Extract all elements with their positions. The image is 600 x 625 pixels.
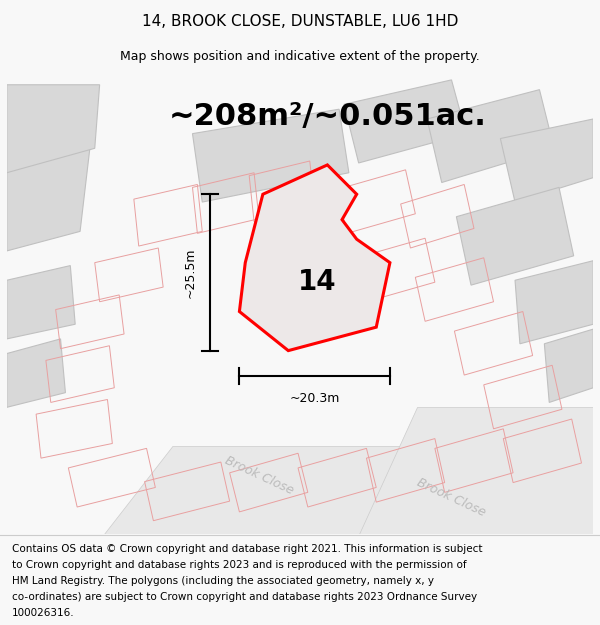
Text: Brook Close: Brook Close [223, 454, 295, 498]
Text: Brook Close: Brook Close [415, 476, 488, 519]
Polygon shape [544, 329, 593, 402]
Polygon shape [7, 85, 100, 172]
Polygon shape [515, 261, 593, 344]
Text: ~25.5m: ~25.5m [184, 247, 196, 298]
Polygon shape [104, 446, 486, 534]
Text: 100026316.: 100026316. [12, 608, 74, 618]
Text: ~208m²/~0.051ac.: ~208m²/~0.051ac. [169, 101, 487, 131]
Text: to Crown copyright and database rights 2023 and is reproduced with the permissio: to Crown copyright and database rights 2… [12, 560, 467, 570]
Polygon shape [359, 408, 593, 534]
Polygon shape [500, 119, 593, 202]
Polygon shape [193, 109, 349, 202]
Polygon shape [457, 188, 574, 285]
Polygon shape [7, 148, 90, 251]
Text: 14, BROOK CLOSE, DUNSTABLE, LU6 1HD: 14, BROOK CLOSE, DUNSTABLE, LU6 1HD [142, 14, 458, 29]
Text: Map shows position and indicative extent of the property.: Map shows position and indicative extent… [120, 50, 480, 62]
Text: 14: 14 [298, 268, 337, 296]
Text: HM Land Registry. The polygons (including the associated geometry, namely x, y: HM Land Registry. The polygons (includin… [12, 576, 434, 586]
Polygon shape [344, 80, 466, 163]
Polygon shape [7, 339, 65, 408]
Text: ~20.3m: ~20.3m [289, 392, 340, 404]
Polygon shape [427, 89, 554, 182]
Polygon shape [7, 266, 75, 339]
Polygon shape [239, 165, 390, 351]
Text: co-ordinates) are subject to Crown copyright and database rights 2023 Ordnance S: co-ordinates) are subject to Crown copyr… [12, 592, 477, 602]
Text: Contains OS data © Crown copyright and database right 2021. This information is : Contains OS data © Crown copyright and d… [12, 544, 482, 554]
